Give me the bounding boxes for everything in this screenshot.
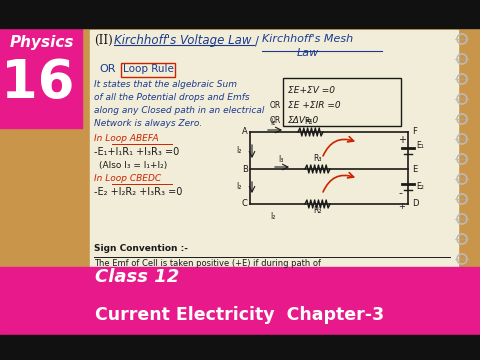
Bar [0, 267, 480, 335]
Text: F: F [412, 127, 417, 136]
Text: -: - [398, 189, 402, 198]
Text: Current Electricity  Chapter-3: Current Electricity Chapter-3 [96, 306, 384, 324]
Text: (Also I₃ = I₁+I₂): (Also I₃ = I₁+I₂) [99, 161, 167, 170]
Text: Physics: Physics [10, 36, 74, 50]
Text: R₂: R₂ [313, 206, 321, 215]
Text: ΣE+ΣV =0: ΣE+ΣV =0 [288, 86, 335, 95]
Text: Loop Rule: Loop Rule [123, 64, 174, 74]
Text: Network is always Zero.: Network is always Zero. [94, 119, 202, 128]
Text: I₂: I₂ [236, 182, 241, 191]
Text: Kirchhoff's Voltage Law: Kirchhoff's Voltage Law [114, 34, 252, 47]
Text: Law: Law [297, 48, 319, 58]
Text: E: E [412, 165, 417, 174]
Bar [283, 78, 401, 126]
Text: In Loop CBEDC: In Loop CBEDC [94, 174, 161, 183]
Bar [121, 63, 175, 77]
Text: /: / [255, 34, 259, 47]
Text: OR: OR [270, 116, 281, 125]
Bar [90, 30, 458, 269]
Bar [0, 335, 480, 360]
Text: +: + [398, 135, 406, 145]
Text: E₂: E₂ [416, 182, 424, 191]
Text: along any Closed path in an electrical: along any Closed path in an electrical [94, 106, 264, 115]
Text: D: D [412, 199, 419, 208]
Bar [0, 28, 82, 128]
Text: +: + [398, 202, 405, 211]
Text: Kirchhoff's Mesh: Kirchhoff's Mesh [262, 34, 353, 44]
Bar [0, 28, 480, 335]
Text: R₃: R₃ [313, 154, 321, 163]
Text: 16: 16 [1, 57, 75, 109]
Text: of all the Potential drops and Emfs: of all the Potential drops and Emfs [94, 93, 250, 102]
Text: I₂: I₂ [270, 212, 275, 221]
Bar [0, 0, 480, 28]
Text: C: C [242, 199, 248, 208]
Text: I₂: I₂ [236, 146, 241, 155]
Text: -E₁+I₁R₁ +I₃R₃ =0: -E₁+I₁R₁ +I₃R₃ =0 [94, 147, 179, 157]
Text: Sign Convention :-: Sign Convention :- [94, 244, 188, 253]
Text: A: A [242, 127, 248, 136]
Text: E₁: E₁ [416, 141, 424, 150]
Text: ΣΔV=0: ΣΔV=0 [288, 116, 319, 125]
Text: -E₂ +I₂R₂ +I₃R₃ =0: -E₂ +I₂R₂ +I₃R₃ =0 [94, 187, 182, 197]
Text: ΣE +ΣIR =0: ΣE +ΣIR =0 [288, 101, 341, 110]
Text: Class 12: Class 12 [95, 268, 179, 286]
Text: OR: OR [99, 64, 116, 74]
Text: B: B [242, 165, 248, 174]
Text: It states that the algebraic Sum: It states that the algebraic Sum [94, 80, 237, 89]
Text: The Emf of Cell is taken positive (+E) if during path of: The Emf of Cell is taken positive (+E) i… [94, 259, 321, 268]
Text: (II): (II) [94, 34, 113, 47]
Text: I₁: I₁ [270, 118, 275, 127]
Text: I₃: I₃ [278, 155, 283, 164]
Text: OR: OR [270, 101, 281, 110]
Text: R₁: R₁ [304, 117, 312, 126]
Text: In Loop ABEFA: In Loop ABEFA [94, 134, 158, 143]
